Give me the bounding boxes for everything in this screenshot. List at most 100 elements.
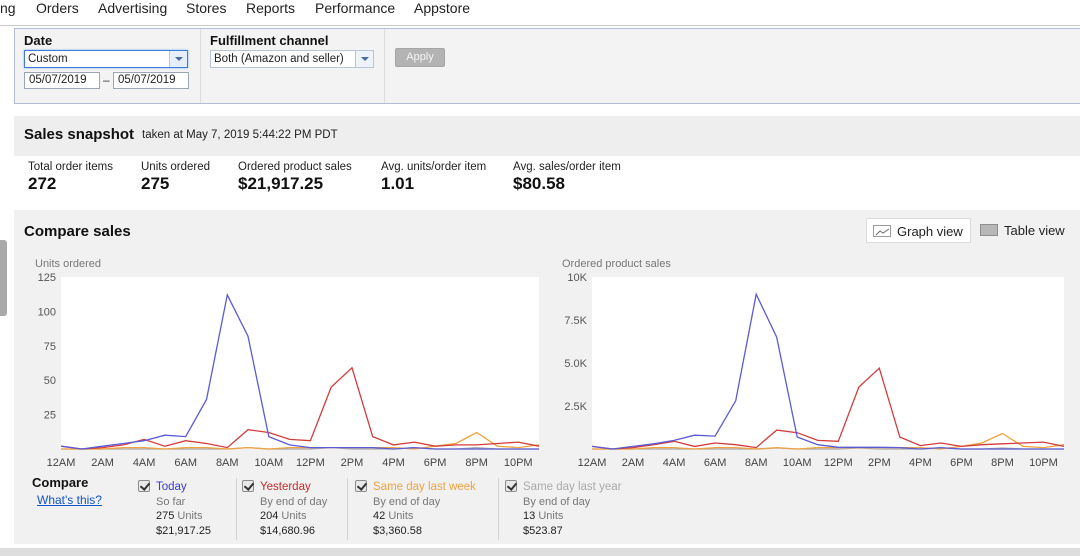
date-label: Date: [24, 33, 53, 48]
metric-label: Avg. units/order item: [381, 161, 487, 173]
nav-item-advertising[interactable]: Advertising: [98, 0, 168, 16]
x-tick-label: 4AM: [133, 457, 156, 469]
x-tick-label: 4PM: [909, 457, 932, 469]
legend-sub: By end of day: [260, 495, 328, 508]
x-tick-label: 4AM: [663, 457, 686, 469]
x-tick-label: 4PM: [382, 457, 405, 469]
x-tick-label: 10PM: [1029, 457, 1058, 469]
date-range-separator: –: [103, 73, 110, 87]
checkbox-same-day-last-week[interactable]: [355, 480, 367, 492]
y-tick-label: 100: [38, 306, 56, 318]
chevron-down-icon[interactable]: [169, 51, 187, 67]
date-range-select[interactable]: Custom: [24, 50, 188, 68]
legend-series-name: Same day last week: [373, 481, 476, 493]
metric-ordered-product-sales: Ordered product sales $21,917.25: [238, 161, 352, 194]
bottom-scrollbar[interactable]: [0, 548, 1080, 556]
x-tick-label: 2AM: [622, 457, 645, 469]
metric-label: Units ordered: [141, 161, 211, 173]
legend-sales: $523.87: [523, 524, 563, 537]
legend-series-name: Today: [156, 481, 187, 493]
date-range-value: Custom: [28, 53, 68, 65]
metric-total-order-items: Total order items 272: [28, 161, 113, 194]
series-line-same-day-last-week: [61, 431, 540, 450]
fulfillment-channel-label: Fulfillment channel: [210, 33, 329, 48]
legend-same-day-last-week[interactable]: Same day last week By end of day 42 Unit…: [355, 478, 499, 540]
filter-divider: [384, 29, 385, 103]
x-tick-label: 10AM: [783, 457, 812, 469]
whats-this-link[interactable]: What's this?: [37, 493, 102, 507]
x-tick-label: 6AM: [174, 457, 197, 469]
legend-yesterday[interactable]: Yesterday By end of day 204 Units $14,68…: [242, 478, 348, 540]
metric-avg-units-per-order-item: Avg. units/order item 1.01: [381, 161, 486, 194]
series-line-yesterday: [60, 366, 540, 450]
legend-sales: $14,680.96: [260, 524, 316, 537]
legend-sub: By end of day: [373, 495, 441, 508]
legend-same-day-last-year[interactable]: Same day last year By end of day 13 Unit…: [505, 478, 635, 540]
legend-units: 275 Units: [156, 510, 203, 522]
y-tick-label: 5.0K: [564, 358, 587, 370]
graph-view-button[interactable]: Graph view: [866, 218, 971, 243]
apply-button[interactable]: Apply: [395, 48, 445, 67]
metric-value: $80.58: [513, 174, 565, 193]
metric-label: Total order items: [28, 161, 114, 173]
legend-series-name: Same day last year: [523, 481, 622, 493]
y-tick-label: 75: [44, 341, 56, 353]
nav-item-stores[interactable]: Stores: [186, 0, 227, 16]
compare-sales-title: Compare sales: [24, 223, 131, 240]
chevron-down-icon[interactable]: [355, 51, 373, 67]
filter-panel: Date Custom 05/07/2019 – 05/07/2019 Fulf…: [14, 28, 1080, 104]
y-tick-label: 25: [44, 410, 56, 422]
legend-sales: $3,360.58: [373, 524, 422, 537]
compare-sales-charts: Units ordered 25 50 75 100 125 12AM 2AM 4AM 6AM 8A…: [35, 258, 1065, 469]
x-tick-label: 12AM: [47, 457, 76, 469]
table-view-label: Table view: [1004, 223, 1065, 238]
date-from-input[interactable]: 05/07/2019: [24, 72, 100, 89]
series-line-same-day-last-week: [592, 432, 1065, 450]
date-to-input[interactable]: 05/07/2019: [113, 72, 189, 89]
sales-snapshot-title: Sales snapshot: [24, 126, 135, 143]
x-tick-label: 6PM: [424, 457, 447, 469]
nav-item-truncated[interactable]: ng: [0, 0, 16, 16]
y-tick-label: 50: [44, 375, 56, 387]
y-tick-label: 125: [38, 272, 56, 284]
metric-value: $21,917.25: [238, 174, 324, 193]
checkbox-today[interactable]: [138, 480, 150, 492]
series-line-today: [60, 292, 539, 450]
x-tick-label: 12PM: [296, 457, 325, 469]
checkbox-yesterday[interactable]: [242, 480, 254, 492]
x-tick-label: 8PM: [465, 457, 488, 469]
metric-value: 1.01: [381, 174, 415, 193]
top-navigation: ng Orders Advertising Stores Reports Per…: [0, 0, 1080, 26]
nav-item-appstore[interactable]: Appstore: [414, 0, 471, 16]
chart-ordered-product-sales: Ordered product sales 2.5K 5.0K 7.5K 10K 12AM…: [562, 258, 1065, 469]
x-tick-label: 10PM: [504, 457, 533, 469]
sales-snapshot-header: Sales snapshot taken at May 7, 2019 5:44…: [14, 116, 1080, 156]
graph-view-label: Graph view: [897, 224, 963, 239]
x-tick-label: 6PM: [950, 457, 973, 469]
x-tick-label: 8AM: [216, 457, 239, 469]
legend-sub: By end of day: [523, 495, 591, 508]
plot-area: [592, 277, 1064, 449]
legend-today[interactable]: Today So far 275 Units $21,917.25: [138, 478, 237, 540]
fulfillment-channel-select[interactable]: Both (Amazon and seller): [210, 50, 374, 68]
nav-item-orders[interactable]: Orders: [36, 0, 79, 16]
metric-avg-sales-per-order-item: Avg. sales/order item $80.58: [513, 161, 621, 194]
table-view-button[interactable]: Table view: [974, 218, 1078, 243]
compare-label: Compare: [32, 475, 89, 490]
nav-item-reports[interactable]: Reports: [246, 0, 296, 16]
series-line-yesterday: [591, 367, 1065, 450]
legend-units: 42 Units: [373, 510, 414, 522]
line-graph-icon: [873, 225, 891, 237]
y-tick-label: 2.5K: [564, 401, 587, 413]
chart-title: Units ordered: [35, 258, 101, 270]
checkbox-same-day-last-year[interactable]: [505, 480, 517, 492]
x-tick-label: 8PM: [991, 457, 1014, 469]
x-tick-label: 2AM: [91, 457, 114, 469]
nav-item-performance[interactable]: Performance: [315, 0, 396, 16]
legend-series-name: Yesterday: [260, 481, 311, 493]
legend-units: 204 Units: [260, 510, 307, 522]
metric-label: Ordered product sales: [238, 161, 352, 173]
feedback-side-tab[interactable]: [0, 240, 7, 316]
x-tick-label: 12AM: [578, 457, 607, 469]
x-tick-label: 2PM: [868, 457, 891, 469]
